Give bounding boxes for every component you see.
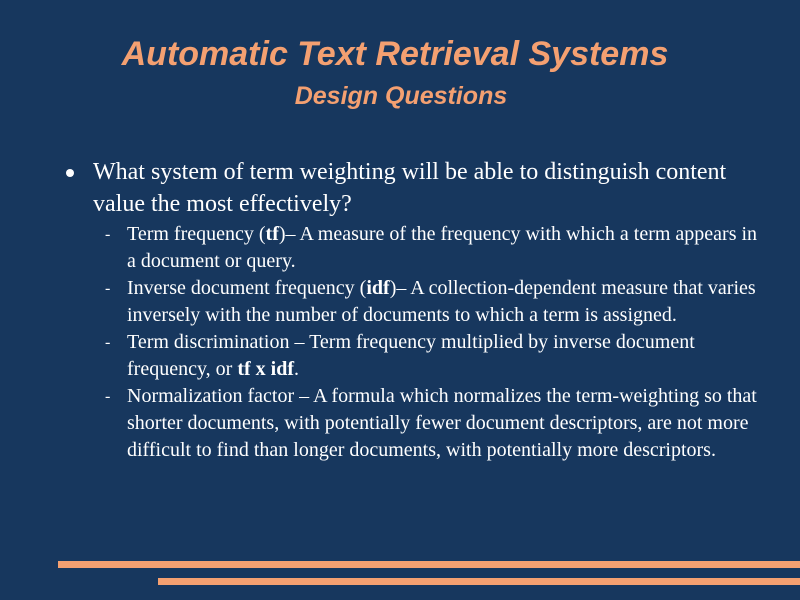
sub-term: Normalization factor — [127, 385, 295, 407]
sub-term: Term discrimination — [127, 331, 290, 353]
sub-sep: – — [289, 331, 310, 353]
sub-desc-after: . — [293, 358, 299, 380]
sub-sep: – — [396, 277, 411, 299]
sub-item-normalization-factor: - Normalization factor – A formula which… — [99, 383, 764, 464]
sub-desc-bold: tf x idf — [237, 358, 294, 380]
bullet-item: What system of term weighting will be ab… — [64, 156, 764, 464]
decorative-bar-top — [58, 561, 800, 568]
sub-term-after: ) — [389, 277, 397, 299]
bullet-list: What system of term weighting will be ab… — [64, 156, 764, 464]
dash-icon: - — [105, 226, 111, 243]
sub-term-bold: idf — [366, 277, 390, 299]
sub-sep: – — [294, 385, 314, 407]
dash-icon: - — [105, 334, 111, 351]
sub-desc: A collection-dependent measure that vari… — [127, 277, 756, 326]
sub-sep: – — [285, 223, 300, 245]
bullet-dot-icon — [66, 169, 74, 177]
sub-item-term-discrimination: - Term discrimination – Term frequency m… — [99, 329, 764, 383]
dash-icon: - — [105, 388, 111, 405]
slide-title: Automatic Text Retrieval Systems — [121, 35, 669, 73]
sub-term: Term frequency ( — [127, 223, 266, 245]
decorative-bar-bottom — [158, 578, 800, 585]
sub-term: Inverse document frequency ( — [127, 277, 367, 299]
bullet-text: What system of term weighting will be ab… — [93, 159, 727, 217]
sub-desc: A measure of the frequency with which a … — [127, 223, 758, 272]
sub-desc: Term frequency multiplied by inverse doc… — [127, 331, 695, 380]
sub-term-after: ) — [278, 223, 286, 245]
sub-item-idf: - Inverse document frequency (idf)– A co… — [99, 275, 764, 329]
slide-subtitle: Design Questions — [294, 82, 508, 110]
sub-bullet-list: - Term frequency (tf)– A measure of the … — [93, 221, 764, 464]
sub-item-tf: - Term frequency (tf)– A measure of the … — [99, 221, 764, 275]
sub-desc: A formula which normalizes the term-weig… — [127, 385, 757, 461]
sub-term-bold: tf — [265, 223, 279, 245]
dash-icon: - — [105, 280, 111, 297]
